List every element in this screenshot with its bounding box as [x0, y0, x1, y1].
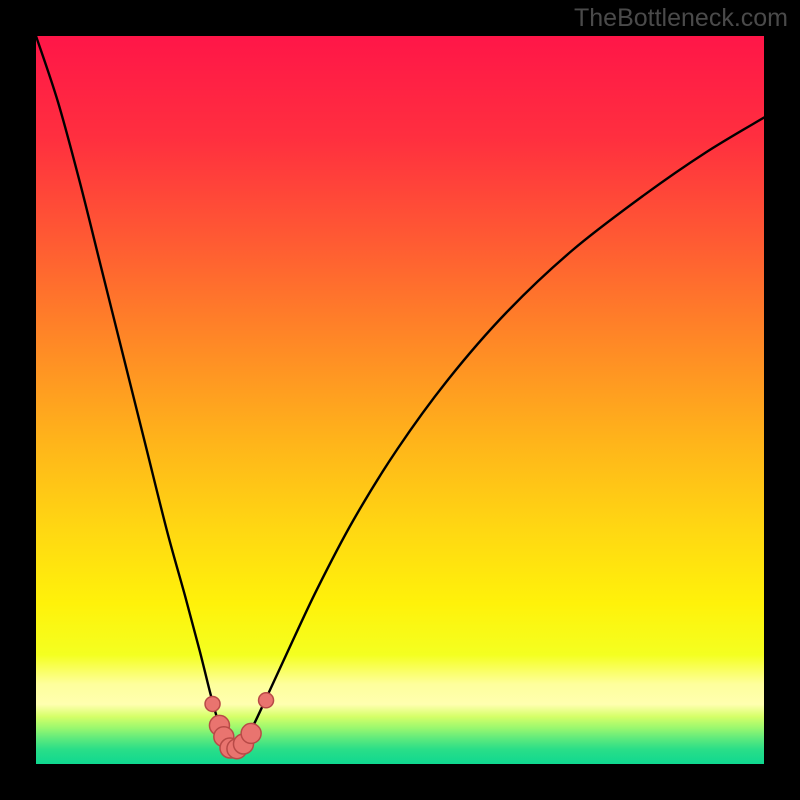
bottleneck-chart-svg — [0, 0, 800, 800]
data-marker — [241, 723, 261, 743]
data-marker — [259, 693, 274, 708]
data-marker — [205, 696, 220, 711]
watermark-text: TheBottleneck.com — [574, 4, 788, 33]
plot-gradient-background — [36, 36, 764, 764]
